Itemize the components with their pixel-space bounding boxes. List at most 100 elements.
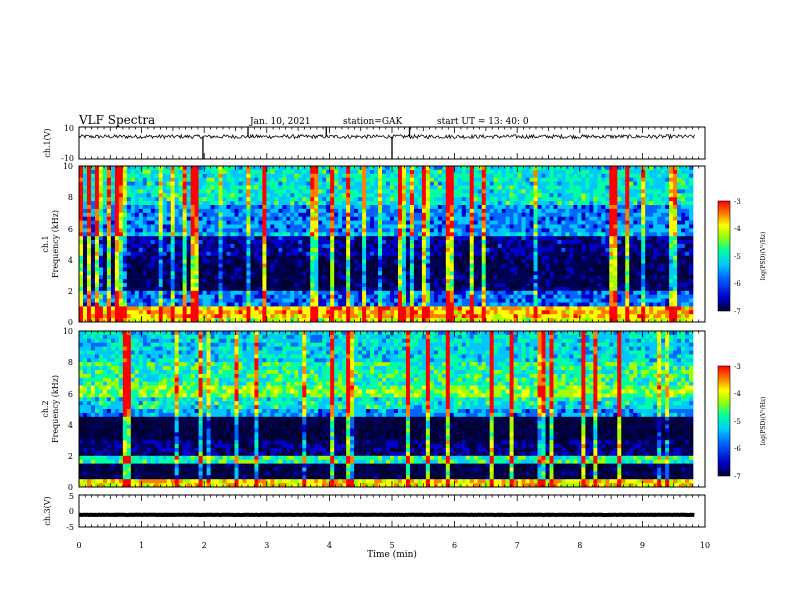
ch1-spectrogram-cell — [298, 220, 303, 225]
ch1-spectrogram-cell — [298, 236, 303, 241]
ch1-spectrogram-cell — [274, 193, 279, 198]
ch1-spectrogram-cell — [429, 263, 435, 268]
ch1-spectrogram-cell — [234, 201, 239, 206]
ch1-spectrogram-cell — [146, 279, 152, 284]
ch1-spectrogram-cell — [294, 173, 299, 178]
ch1-spectrogram-cell — [557, 271, 562, 276]
ch1-spectrogram-cell — [481, 224, 486, 229]
ch1-ytick-bottom: -10 — [61, 154, 74, 163]
ch1-spectrogram-cell — [533, 259, 538, 264]
ch1-spectrogram-cell — [445, 247, 451, 253]
ch1-spectrogram-cell — [334, 205, 339, 210]
ch1-spectrogram-cell — [150, 185, 156, 190]
ch1-spectrogram-cell — [79, 193, 84, 198]
ch1-spectrogram-cell — [354, 220, 359, 225]
ch1-spectrogram-cell — [186, 255, 191, 260]
ch1-spectrogram-cell — [485, 189, 490, 194]
ch1-spectrogram-cell — [82, 205, 88, 210]
ch1-spectrogram-cell — [130, 271, 136, 276]
ch1-spectrogram-cell — [334, 193, 339, 198]
ch1-spectrogram-cell — [102, 181, 108, 186]
ch1-spectrogram-cell — [214, 271, 219, 276]
ch1-spectrogram-cell — [489, 169, 494, 175]
ch1-spectrogram-cell — [322, 220, 327, 225]
ch1-spectrogram-cell — [342, 290, 347, 295]
ch1-spectrogram-cell — [294, 267, 299, 272]
ch1-spectrogram-cell — [553, 267, 558, 272]
ch1-spectrogram-cell — [182, 224, 187, 229]
ch1-spectrogram-cell — [545, 205, 550, 210]
ch1-spectrogram-cell — [441, 244, 447, 249]
ch1-spectrogram-cell — [413, 166, 419, 171]
ch1-spectrogram-cell — [206, 255, 211, 260]
ch1-spectrogram-cell — [489, 212, 494, 217]
ch1-spectrogram-cell — [437, 255, 443, 260]
ch1-spectrogram-cell — [513, 220, 518, 225]
ch1-spectrogram-cell — [469, 236, 475, 241]
ch1-spectrogram-cell — [429, 314, 435, 319]
ch1-spectrogram-cell — [79, 173, 84, 178]
ch1-spectrogram-cell — [166, 294, 172, 299]
ch1-spectrogram-cell — [102, 298, 108, 303]
ch1-spectrogram-cell — [513, 181, 518, 186]
ch1-spectrogram-cell — [294, 185, 299, 190]
ch1-spectrogram-cell — [102, 205, 108, 210]
ch1-spectrogram-cell — [338, 173, 343, 178]
ch1-spectrogram-cell — [110, 263, 116, 268]
ch1-spectrogram-cell — [382, 216, 387, 221]
ch1-spectrogram-cell — [314, 318, 319, 323]
ch1-spectrogram-cell — [437, 298, 443, 303]
ch1-spectrogram-cell — [382, 220, 387, 225]
ch1-spectrogram-cell — [386, 279, 391, 284]
ch1-spectrogram-cell — [390, 279, 395, 284]
ch1-spectrogram-cell — [282, 236, 287, 241]
ch1-spectrogram-cell — [126, 279, 132, 284]
ch1-spectrogram-cell — [445, 224, 451, 229]
ch1-spectrogram-cell — [166, 205, 172, 210]
ch1-spectrogram-cell — [250, 197, 255, 202]
ch1-spectrogram-cell — [110, 314, 116, 319]
ch1-spectrogram-cell — [557, 318, 562, 323]
ch1-spectrogram-cell — [166, 298, 172, 303]
ch1-spectrogram-cell — [505, 255, 510, 260]
ch1-spectrogram-cell — [122, 212, 128, 217]
ch1-spectrogram-cell — [465, 314, 471, 319]
ch1-spectrogram-cell — [286, 201, 291, 206]
ch1-spectrogram-cell — [250, 244, 255, 249]
ch1-spectrogram-cell — [202, 189, 207, 194]
ch1-spectrogram-cell — [258, 283, 263, 288]
ch1-spectrogram-cell — [509, 247, 514, 253]
ch1-spectrogram-cell — [246, 216, 251, 221]
ch1-spectrogram-cell — [549, 185, 554, 190]
ch1-spectrogram-cell — [198, 185, 203, 190]
ch1-spectrogram-cell — [342, 255, 347, 260]
ch1-spectrogram-cell — [569, 193, 574, 198]
ch1-spectrogram-cell — [214, 185, 219, 190]
ch1-spectrogram-cell — [386, 197, 391, 202]
ch1-spectrogram-cell — [234, 205, 239, 210]
ch1-spectrogram-cell — [501, 181, 506, 186]
ch1-spectrogram-cell — [134, 193, 140, 198]
ch1-spectrogram-cell — [94, 314, 100, 319]
ch1-spectrogram-cell — [330, 193, 335, 198]
ch1-spectrogram-cell — [457, 169, 463, 175]
ch1-spectrogram-cell — [390, 240, 395, 245]
ch1-spectrogram-cell — [473, 251, 479, 256]
ch1-spectrogram-cell — [294, 228, 299, 233]
ch1-spectrogram-cell — [553, 275, 558, 280]
ch1-spectrogram-cell — [138, 232, 144, 237]
ch1-spectrogram-cell — [390, 251, 395, 256]
ch1-spectrogram-cell — [106, 290, 112, 295]
ch1-spectrogram-cell — [254, 310, 259, 315]
ch1-spectrogram-cell — [557, 298, 562, 303]
ch1-spectrogram-cell — [393, 244, 399, 249]
ch1-spectrogram-cell — [537, 318, 542, 323]
ch1-spectrogram-cell — [350, 247, 355, 253]
ch1-spectrogram-cell — [497, 306, 502, 311]
ch1-spectrogram-cell — [549, 181, 554, 186]
ch1-spectrogram-cell — [505, 286, 510, 292]
ch1-spectrogram-cell — [493, 232, 498, 237]
ch1-spectrogram-cell — [290, 283, 295, 288]
ch1-spectrogram-cell — [282, 318, 287, 323]
ch1-spectrogram-cell — [310, 244, 315, 249]
